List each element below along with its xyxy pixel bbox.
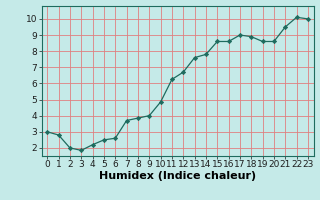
X-axis label: Humidex (Indice chaleur): Humidex (Indice chaleur) bbox=[99, 171, 256, 181]
